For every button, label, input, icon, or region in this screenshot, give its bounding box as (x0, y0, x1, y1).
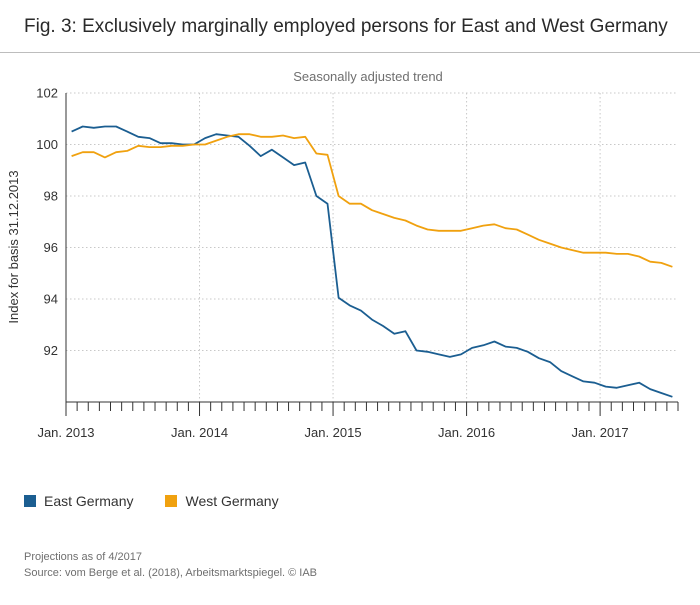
source-note: Source: vom Berge et al. (2018), Arbeits… (24, 567, 318, 579)
y-tick-label: 100 (36, 137, 58, 152)
y-tick-label: 94 (44, 292, 58, 307)
y-tick-label: 92 (44, 343, 58, 358)
footnotes: Projections as of 4/2017 Source: vom Ber… (24, 549, 317, 581)
legend-label-west: West Germany (185, 493, 279, 509)
series-line-west-germany (71, 133, 673, 268)
y-tick-label: 102 (36, 86, 58, 101)
legend-swatch-west (165, 495, 178, 507)
legend-label-east: East Germany (44, 493, 134, 509)
x-tick-label: Jan. 2014 (171, 425, 228, 440)
y-tick-label: 98 (44, 189, 58, 204)
x-tick-label: Jan. 2017 (572, 425, 629, 440)
axes: 92 94 96 98 100 102 Jan. 2013 Jan. 2014 Jan. 201… (36, 86, 679, 440)
chart-subtitle: Seasonally adjusted trend (293, 69, 443, 84)
legend-item-east: East Germany (24, 493, 133, 509)
line-chart: Seasonally adjusted trend Index for basi… (6, 69, 679, 440)
y-axis-label: Index for basis 31.12.2013 (6, 170, 21, 323)
x-tick-label: Jan. 2013 (37, 425, 94, 440)
x-tick-label: Jan. 2016 (438, 425, 495, 440)
legend: East Germany West Germany (24, 493, 311, 509)
legend-item-west: West Germany (165, 493, 279, 509)
figure-title: Fig. 3: Exclusively marginally employed … (24, 16, 668, 37)
x-tick-label: Jan. 2015 (304, 425, 361, 440)
title-divider (0, 52, 700, 53)
series-line-east-germany (71, 125, 673, 398)
legend-swatch-east (24, 495, 36, 507)
gridlines (66, 92, 678, 402)
projection-note: Projections as of 4/2017 (24, 551, 143, 563)
series (71, 125, 673, 398)
y-tick-label: 96 (44, 240, 58, 255)
